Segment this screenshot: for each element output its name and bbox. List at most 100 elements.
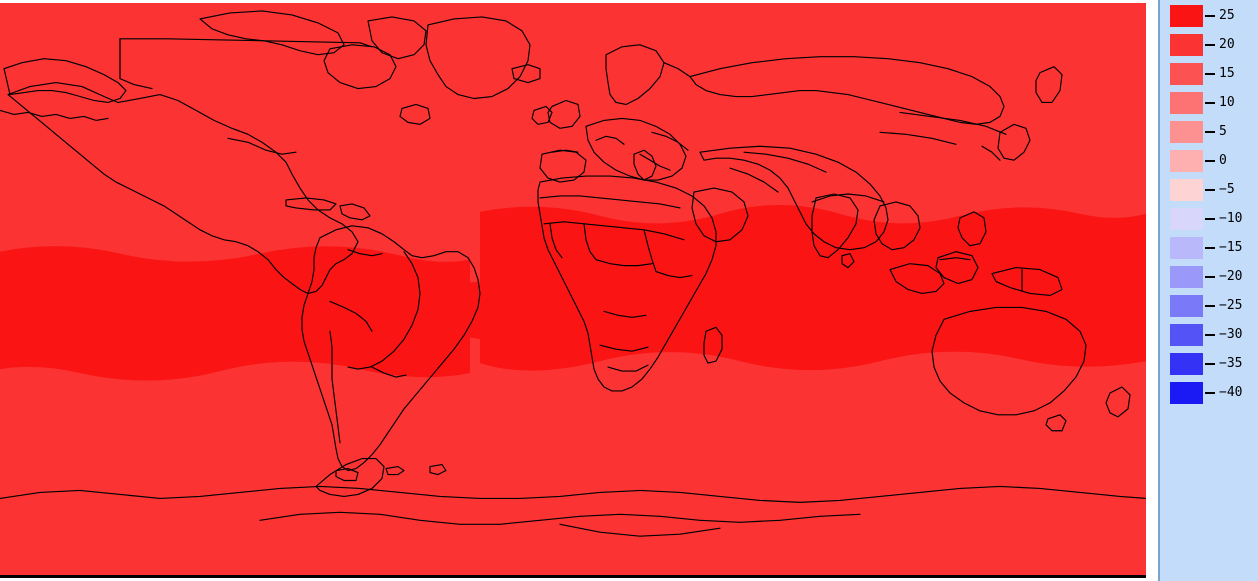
border-west-africa — [549, 223, 563, 259]
legend-color-swatch — [1170, 121, 1203, 143]
border-usa-canada — [119, 38, 373, 48]
border-brazil — [347, 251, 421, 370]
legend-row[interactable]: −10 — [1160, 208, 1258, 230]
coastline-north-america — [7, 82, 359, 295]
coastline-baffin — [367, 16, 427, 60]
legend-row[interactable]: 0 — [1160, 150, 1258, 172]
legend-tick-mark — [1205, 276, 1215, 278]
legend-color-swatch — [1170, 63, 1203, 85]
coastline-italy — [633, 149, 657, 181]
legend-color-swatch — [1170, 324, 1203, 346]
band-plus25-core-americas — [0, 246, 470, 381]
border-paraguay-uruguay — [371, 366, 407, 378]
coastline-britain — [547, 99, 581, 129]
border-central-asia — [743, 151, 827, 173]
coastline-madagascar — [703, 326, 723, 364]
legend-color-swatch — [1170, 382, 1203, 404]
legend-value-label: 0 — [1219, 153, 1227, 168]
legend-row[interactable]: −35 — [1160, 353, 1258, 375]
coastline-scandinavia — [605, 44, 665, 106]
legend-color-swatch — [1170, 353, 1203, 375]
coastline-sri-lanka — [841, 253, 855, 269]
coastline-kamchatka — [1035, 66, 1063, 104]
coastline-asia-north — [689, 56, 1005, 125]
legend-row[interactable]: 20 — [1160, 34, 1258, 56]
legend-value-label: 5 — [1219, 124, 1227, 139]
legend-row[interactable]: −30 — [1160, 324, 1258, 346]
border-poland-ukraine — [651, 131, 689, 151]
coastline-iberia — [539, 149, 587, 183]
coastlines-and-borders-layer — [0, 10, 1146, 537]
border-sudan-chad — [643, 229, 657, 273]
coastline-new-zealand — [1105, 386, 1131, 418]
legend-value-label: −35 — [1219, 356, 1243, 371]
legend-row[interactable]: 10 — [1160, 92, 1258, 114]
legend-color-swatch — [1170, 266, 1203, 288]
coastline-japan — [997, 123, 1031, 161]
border-malaysia — [939, 257, 971, 261]
legend-color-swatch — [1170, 295, 1203, 317]
legend-value-label: −15 — [1219, 240, 1243, 255]
legend-row[interactable]: −15 — [1160, 237, 1258, 259]
coastline-ross-sea — [559, 523, 721, 537]
border-argentina-chile — [329, 330, 341, 444]
legend-tick-mark — [1205, 189, 1215, 191]
legend-row[interactable]: 15 — [1160, 63, 1258, 85]
band-plus25-core — [480, 204, 1146, 371]
border-scandinavia-russia — [663, 62, 691, 78]
coastline-new-guinea — [991, 267, 1063, 297]
border-congo — [595, 259, 653, 267]
legend-value-label: −30 — [1219, 327, 1243, 342]
legend-tick-mark — [1205, 73, 1215, 75]
border-south-africa — [607, 364, 649, 372]
border-korea — [981, 145, 1001, 161]
legend-tick-mark — [1205, 15, 1215, 17]
coastline-southeast-asia — [873, 201, 921, 251]
legend-color-swatch — [1170, 150, 1203, 172]
legend-row[interactable]: −5 — [1160, 179, 1258, 201]
legend-value-label: 20 — [1219, 37, 1235, 52]
coastline-antarctic-inner — [259, 511, 861, 525]
legend-row[interactable]: −20 — [1160, 266, 1258, 288]
coastline-africa — [537, 175, 717, 392]
legend-tick-mark — [1205, 247, 1215, 249]
legend-value-label: −25 — [1219, 298, 1243, 313]
coastline-alaska — [3, 58, 127, 104]
legend-value-label: −10 — [1219, 211, 1243, 226]
border-mongolia — [879, 131, 957, 145]
legend-row[interactable]: 5 — [1160, 121, 1258, 143]
legend-color-swatch — [1170, 5, 1203, 27]
border-iran — [729, 167, 779, 193]
legend-tick-mark — [1205, 160, 1215, 162]
coastline-south-georgia — [429, 464, 447, 476]
border-usa-canada-west — [119, 38, 153, 90]
border-india-china — [811, 193, 885, 203]
coastline-greenland — [425, 16, 531, 100]
border-balkans — [639, 153, 671, 171]
legend-tick-mark — [1205, 102, 1215, 104]
legend-value-label: 15 — [1219, 66, 1235, 81]
coastline-antarctic-peninsula — [315, 458, 385, 497]
legend-color-swatch — [1170, 237, 1203, 259]
border-angola-zambia — [603, 310, 647, 318]
coastline-ireland — [531, 105, 553, 125]
legend-tick-mark — [1205, 218, 1215, 220]
legend-color-swatch — [1170, 179, 1203, 201]
coastline-canadian-arctic — [199, 10, 345, 56]
legend-row[interactable]: −25 — [1160, 295, 1258, 317]
legend-value-label: −5 — [1219, 182, 1235, 197]
coastline-asia-south — [699, 145, 889, 251]
border-spain-france — [551, 149, 579, 153]
legend-value-label: −40 — [1219, 385, 1243, 400]
legend-color-swatch — [1170, 208, 1203, 230]
coastline-tasmania — [1045, 414, 1067, 432]
legend-row[interactable]: 25 — [1160, 5, 1258, 27]
legend-row[interactable]: −40 — [1160, 382, 1258, 404]
coastline-antarctica — [0, 485, 1146, 503]
map-plot-area[interactable] — [0, 3, 1146, 578]
legend-value-label: 10 — [1219, 95, 1235, 110]
legend-tick-mark — [1205, 44, 1215, 46]
colorbar-legend-panel[interactable]: 25 20 15 10 5 0 −5 −10 −15 −20 −25 −30 −35 −40 — [1158, 0, 1258, 581]
legend-value-label: −20 — [1219, 269, 1243, 284]
